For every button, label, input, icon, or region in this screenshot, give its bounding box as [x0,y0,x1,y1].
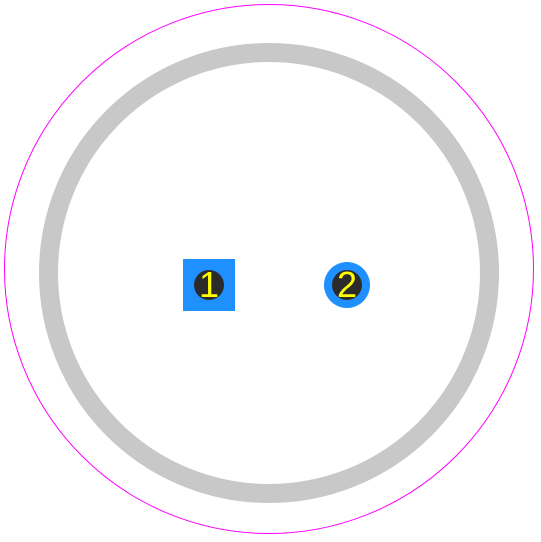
pad-1-label: 1 [199,264,219,306]
pad-2-label: 2 [337,264,357,306]
pad-1: 1 [183,259,235,311]
silkscreen-ring [39,43,499,503]
pad-2: 2 [324,262,370,308]
pcb-diagram: 1 2 [0,0,541,542]
